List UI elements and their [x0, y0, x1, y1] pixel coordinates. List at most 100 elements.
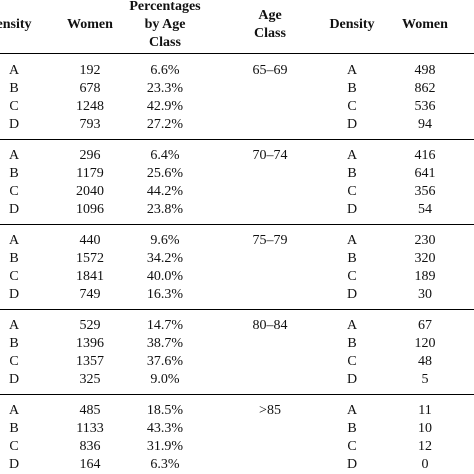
cell-women: 1841 [76, 269, 104, 284]
cell-women: 164 [79, 457, 101, 472]
cell-women-right: 416 [414, 148, 436, 163]
cell-percentage: 6.6% [150, 63, 180, 78]
header-age-class-line1: Age [258, 8, 282, 23]
cell-women-right: 0 [421, 457, 429, 472]
cell-density-right: B [347, 251, 357, 266]
cell-age-class: 75–79 [252, 233, 288, 248]
cell-density-right: A [346, 148, 358, 163]
cell-density-right: D [346, 287, 358, 302]
cell-density: D [8, 372, 20, 387]
cell-women: 325 [79, 372, 101, 387]
cell-density-right: C [347, 99, 357, 114]
cell-women-right: 54 [418, 202, 432, 217]
header-percentages-line1: Percentages [129, 0, 201, 14]
cell-density-right: C [347, 439, 357, 454]
group-rule [0, 309, 474, 310]
header-rule [0, 53, 474, 54]
cell-women-right: 862 [414, 81, 436, 96]
cell-women: 1179 [76, 166, 104, 181]
cell-women: 836 [79, 439, 101, 454]
cell-percentage: 23.3% [146, 81, 184, 96]
cell-age-class: 65–69 [252, 63, 288, 78]
cell-women-right: 12 [418, 439, 432, 454]
cell-women: 529 [79, 318, 101, 333]
header-age-class-line2: Class [254, 26, 286, 41]
cell-density-right: B [347, 81, 357, 96]
cell-women: 678 [79, 81, 101, 96]
cell-age-class: >85 [259, 403, 281, 418]
cell-density-right: A [346, 318, 358, 333]
cell-women-right: 30 [418, 287, 432, 302]
cell-percentage: 31.9% [146, 439, 184, 454]
cell-percentage: 6.4% [150, 148, 180, 163]
cell-percentage: 14.7% [146, 318, 184, 333]
cell-density: C [9, 99, 19, 114]
cell-women-right: 536 [414, 99, 436, 114]
cell-density: D [8, 202, 20, 217]
cell-women-right: 67 [418, 318, 432, 333]
cell-percentage: 6.3% [150, 457, 180, 472]
cell-women: 2040 [76, 184, 104, 199]
header-women-right: Women [402, 17, 448, 32]
cell-women-right: 5 [421, 372, 429, 387]
header-percentages-line3: Class [149, 35, 181, 50]
cell-women-right: 498 [414, 63, 436, 78]
cell-percentage: 18.5% [146, 403, 184, 418]
cell-women-right: 10 [418, 421, 432, 436]
cell-percentage: 43.3% [146, 421, 184, 436]
cell-women-right: 120 [414, 336, 436, 351]
cell-women-right: 94 [418, 117, 432, 132]
cell-women-right: 11 [418, 403, 432, 418]
cell-percentage: 42.9% [146, 99, 184, 114]
cell-women: 192 [79, 63, 101, 78]
cell-density-right: D [346, 202, 358, 217]
cell-density: B [9, 166, 19, 181]
cell-percentage: 25.6% [146, 166, 184, 181]
cell-density: A [8, 63, 20, 78]
cell-density-right: D [346, 117, 358, 132]
cell-percentage: 40.0% [146, 269, 184, 284]
cell-density: C [9, 269, 19, 284]
cell-women: 1572 [76, 251, 104, 266]
cell-density: B [9, 421, 19, 436]
header-density-right: Density [329, 17, 375, 32]
cell-density-right: D [346, 372, 358, 387]
cell-density: B [9, 251, 19, 266]
cell-women-right: 230 [414, 233, 436, 248]
cell-women: 1357 [76, 354, 104, 369]
cell-women-right: 48 [418, 354, 432, 369]
cell-density: A [8, 318, 20, 333]
cell-density: D [8, 287, 20, 302]
cell-density: D [8, 117, 20, 132]
cell-density-right: A [346, 63, 358, 78]
cell-density-right: B [347, 336, 357, 351]
cell-density: B [9, 336, 19, 351]
cell-percentage: 38.7% [146, 336, 184, 351]
cell-density-right: B [347, 166, 357, 181]
cell-women: 485 [79, 403, 101, 418]
cell-women: 793 [79, 117, 101, 132]
cell-percentage: 27.2% [146, 117, 184, 132]
cell-density: C [9, 439, 19, 454]
group-rule [0, 394, 474, 395]
cell-percentage: 37.6% [146, 354, 184, 369]
cell-women-right: 320 [414, 251, 436, 266]
cell-density-right: A [346, 233, 358, 248]
header-percentages-line2: by Age [144, 17, 186, 32]
cell-age-class: 70–74 [252, 148, 288, 163]
cell-women: 749 [79, 287, 101, 302]
group-rule [0, 139, 474, 140]
cell-density-right: C [347, 184, 357, 199]
cell-density-right: C [347, 269, 357, 284]
cell-density: B [9, 81, 19, 96]
cell-percentage: 16.3% [146, 287, 184, 302]
cell-women-right: 641 [414, 166, 436, 181]
group-rule [0, 224, 474, 225]
cell-women: 1248 [76, 99, 104, 114]
cell-percentage: 34.2% [146, 251, 184, 266]
cell-density: A [8, 148, 20, 163]
cell-women: 1396 [76, 336, 104, 351]
cell-percentage: 9.6% [150, 233, 180, 248]
cell-women: 1133 [76, 421, 104, 436]
